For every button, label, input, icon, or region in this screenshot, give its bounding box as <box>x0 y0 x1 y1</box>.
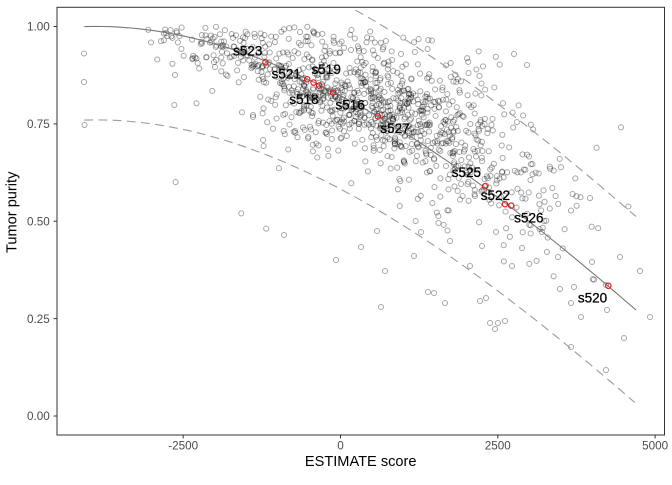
svg-text:s526: s526 <box>514 210 543 225</box>
svg-text:2500: 2500 <box>485 440 512 453</box>
svg-text:s527: s527 <box>380 121 409 136</box>
svg-text:Tumor purity: Tumor purity <box>4 171 20 253</box>
svg-text:5000: 5000 <box>642 440 669 453</box>
svg-text:s516: s516 <box>336 97 365 112</box>
svg-text:0.00: 0.00 <box>27 410 50 423</box>
svg-text:0: 0 <box>337 440 344 453</box>
svg-text:s523: s523 <box>233 43 262 58</box>
svg-text:s518: s518 <box>289 92 318 107</box>
svg-text:s521: s521 <box>272 67 301 82</box>
svg-text:s525: s525 <box>452 165 481 180</box>
svg-text:ESTIMATE score: ESTIMATE score <box>305 454 417 470</box>
svg-text:0.50: 0.50 <box>27 215 50 228</box>
svg-text:s519: s519 <box>312 62 341 77</box>
svg-text:s522: s522 <box>481 188 510 203</box>
svg-text:s520: s520 <box>578 290 607 305</box>
svg-text:0.75: 0.75 <box>27 118 50 131</box>
svg-text:-2500: -2500 <box>168 440 198 453</box>
svg-text:0.25: 0.25 <box>27 313 50 326</box>
svg-text:1.00: 1.00 <box>27 21 50 34</box>
